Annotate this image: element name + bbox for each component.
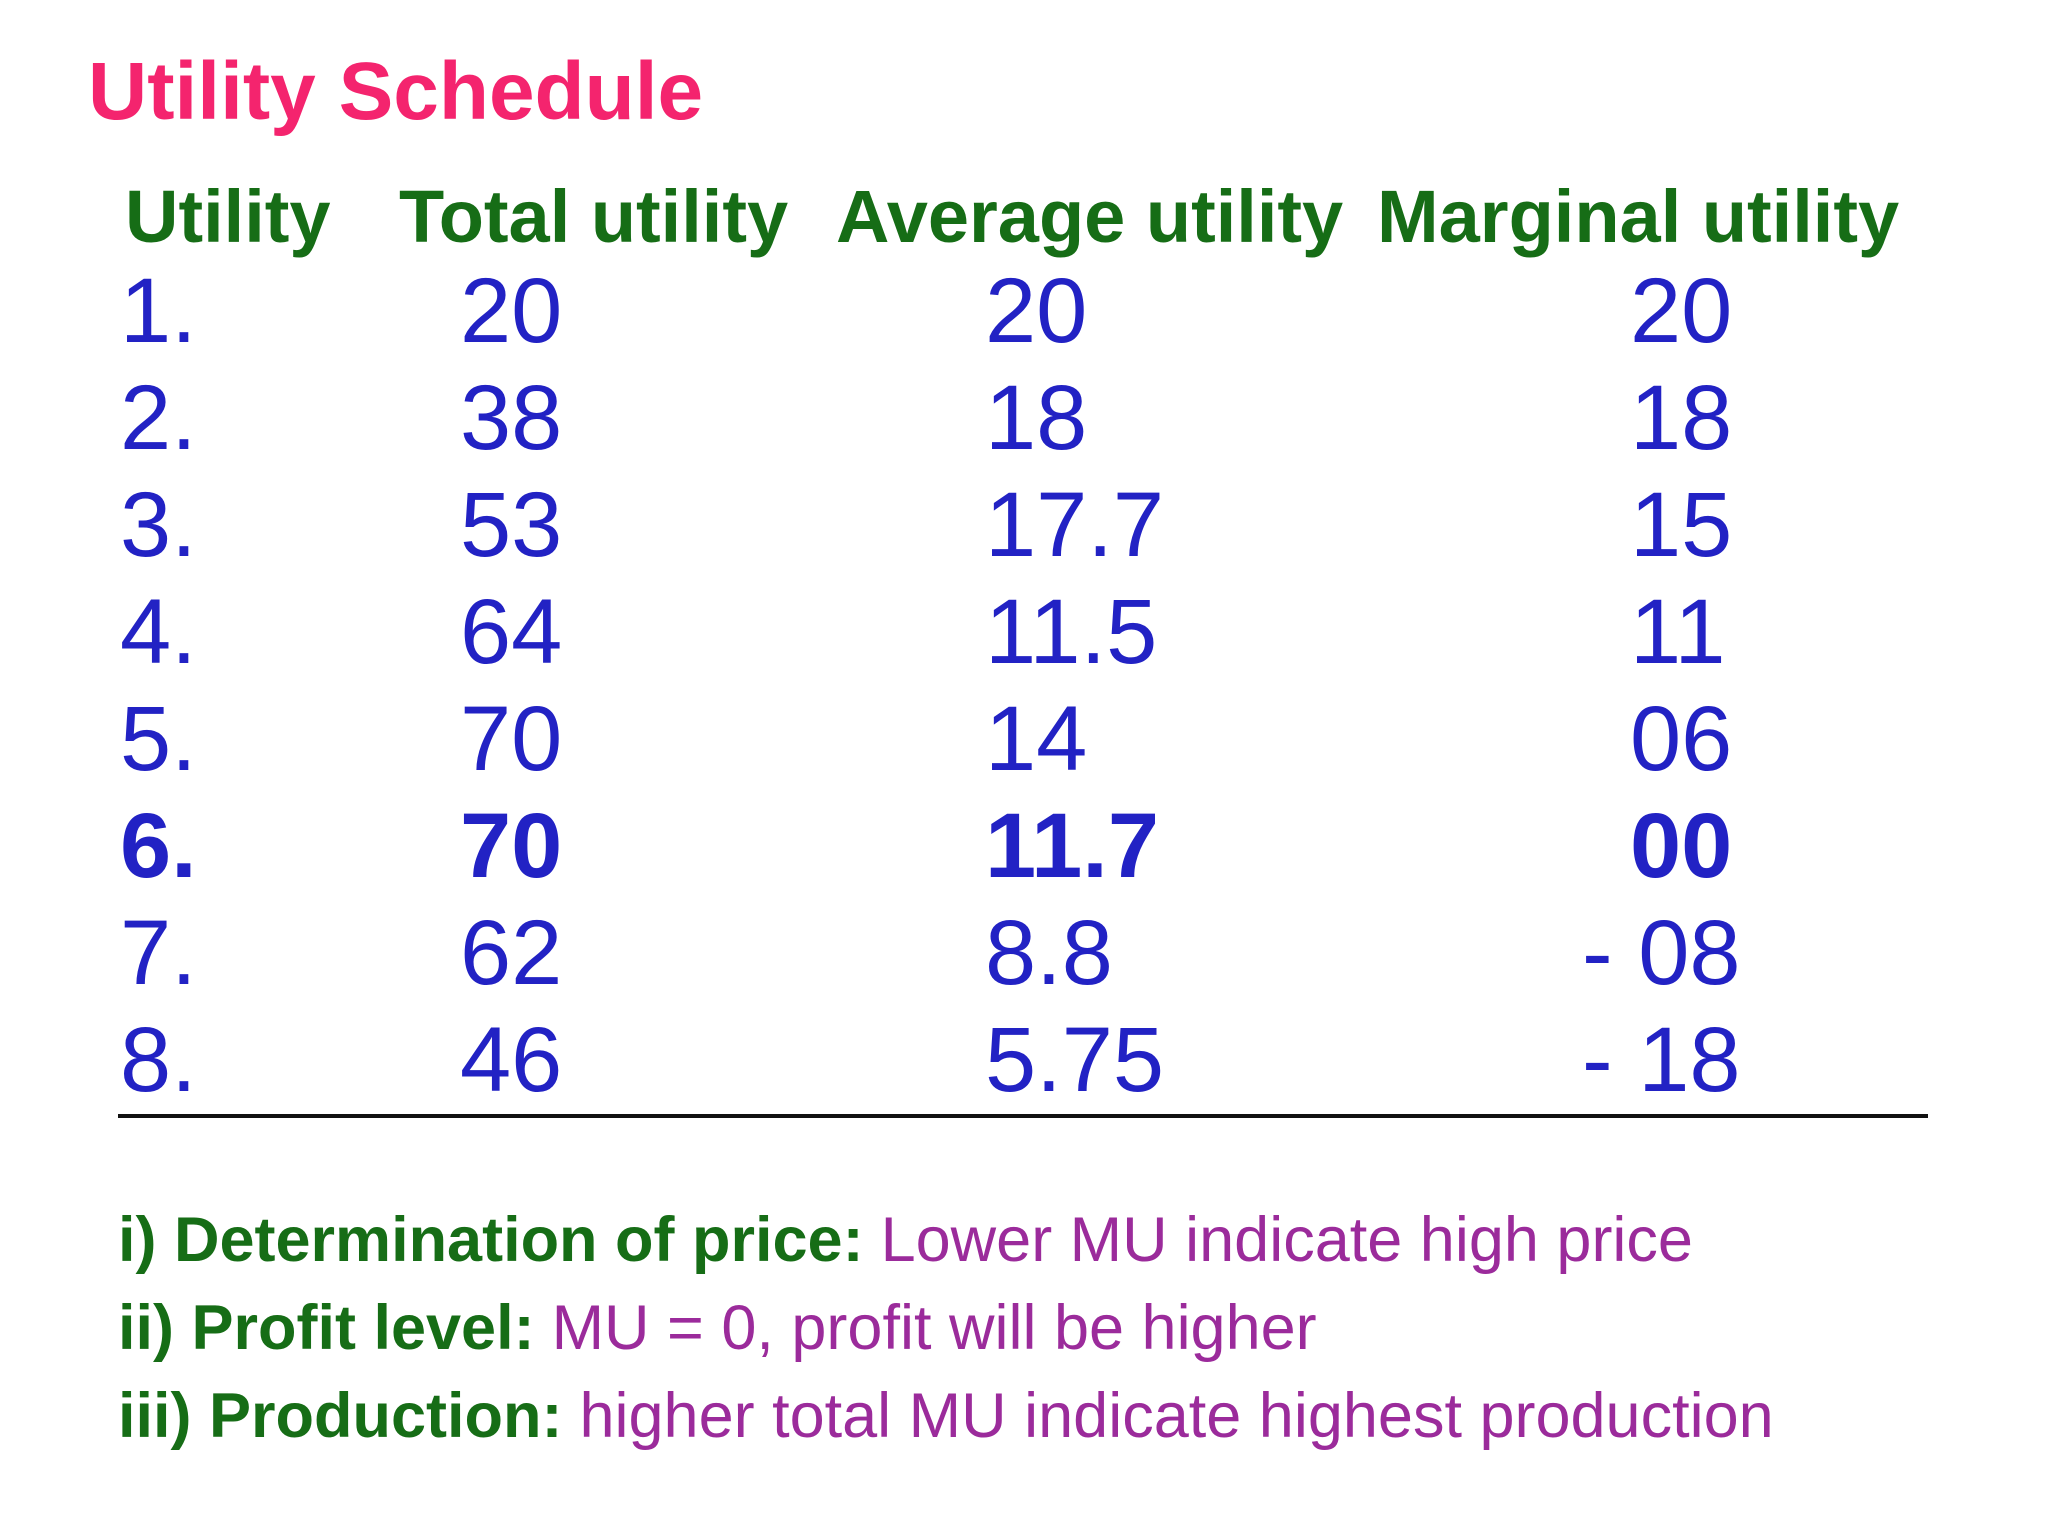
table-row: 3. 53 17.7 15 <box>120 472 2048 579</box>
table-header-row: Utility Total utility Average utility Ma… <box>125 180 1977 254</box>
cell-total: 62 <box>460 902 563 1004</box>
cell-average: 14 <box>985 688 1088 790</box>
cell-total: 38 <box>460 367 563 469</box>
note-label: iii) Production: <box>118 1381 563 1451</box>
cell-utility: 5. <box>120 688 197 790</box>
page-title: Utility Schedule <box>88 46 704 137</box>
cell-utility: 8. <box>120 1009 197 1111</box>
notes-block: i) Determination of price: Lower MU indic… <box>118 1196 1774 1460</box>
cell-total: 20 <box>460 260 563 362</box>
cell-total: 64 <box>460 581 563 683</box>
cell-utility: 7. <box>120 902 197 1004</box>
column-header-utility: Utility <box>125 175 331 258</box>
cell-marginal: 20 <box>1630 260 1733 362</box>
table-row: 2. 38 18 18 <box>120 365 2048 472</box>
cell-average: 5.75 <box>985 1009 1165 1111</box>
utility-table-body: 1. 20 20 20 2. 38 18 18 3. 53 17.7 15 4.… <box>120 258 2048 1114</box>
note-label: i) Determination of price: <box>118 1205 864 1275</box>
cell-utility: 2. <box>120 367 197 469</box>
cell-total: 70 <box>460 795 563 897</box>
column-header-marginal: Marginal utility <box>1377 175 1900 258</box>
cell-average: 8.8 <box>985 902 1113 1004</box>
note-label: ii) Profit level: <box>118 1293 535 1363</box>
cell-average: 11.7 <box>985 795 1159 897</box>
cell-utility: 1. <box>120 260 197 362</box>
note-line-profit: ii) Profit level: MU = 0, profit will be … <box>118 1284 1774 1372</box>
cell-marginal: - 08 <box>1582 902 1741 1004</box>
table-row: 8. 46 5.75 - 18 <box>120 1007 2048 1114</box>
cell-average: 17.7 <box>985 474 1165 576</box>
note-text: Lower MU indicate high price <box>880 1205 1693 1275</box>
cell-total: 53 <box>460 474 563 576</box>
cell-utility: 4. <box>120 581 197 683</box>
table-row: 7. 62 8.8 - 08 <box>120 900 2048 1007</box>
cell-marginal: 11 <box>1630 581 1726 683</box>
note-text: higher total MU indicate highest product… <box>579 1381 1774 1451</box>
table-row: 1. 20 20 20 <box>120 258 2048 365</box>
cell-average: 20 <box>985 260 1088 362</box>
cell-total: 70 <box>460 688 563 790</box>
cell-marginal: 06 <box>1630 688 1733 790</box>
table-row: 4. 64 11.5 11 <box>120 579 2048 686</box>
cell-total: 46 <box>460 1009 563 1111</box>
table-row: 6. 70 11.7 00 <box>120 793 2048 900</box>
cell-average: 11.5 <box>985 581 1158 683</box>
divider-line <box>118 1114 1928 1118</box>
cell-utility: 3. <box>120 474 197 576</box>
cell-marginal: - 18 <box>1582 1009 1741 1111</box>
note-line-production: iii) Production: higher total MU indicate… <box>118 1372 1774 1460</box>
table-row: 5. 70 14 06 <box>120 686 2048 793</box>
cell-marginal: 18 <box>1630 367 1733 469</box>
column-header-total: Total utility <box>399 175 789 258</box>
note-text: MU = 0, profit will be higher <box>551 1293 1317 1363</box>
cell-utility: 6. <box>120 795 197 897</box>
column-header-average: Average utility <box>836 175 1344 258</box>
cell-marginal: 15 <box>1630 474 1733 576</box>
cell-average: 18 <box>985 367 1088 469</box>
note-line-price: i) Determination of price: Lower MU indic… <box>118 1196 1774 1284</box>
cell-marginal: 00 <box>1630 795 1733 897</box>
